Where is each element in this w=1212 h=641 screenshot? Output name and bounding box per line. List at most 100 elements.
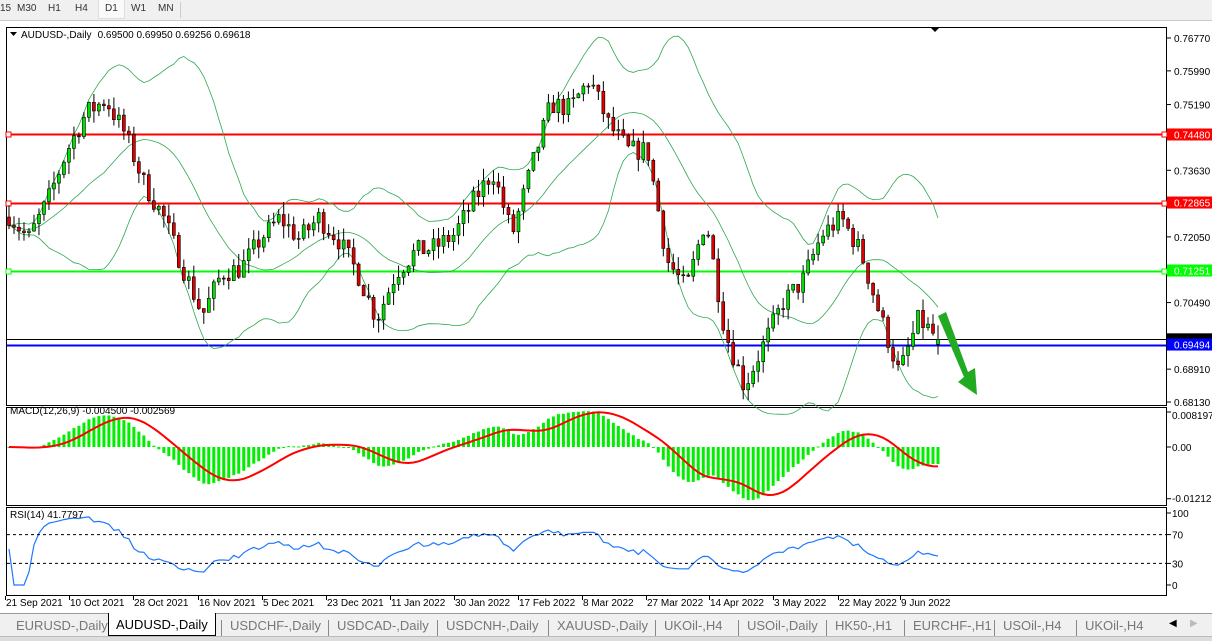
tab-separator — [826, 620, 827, 636]
tab-audusd-daily[interactable]: AUDUSD-,Daily — [108, 613, 216, 636]
scroll-left-icon[interactable]: ◀ — [1169, 618, 1177, 629]
timeframe-h1-button[interactable]: H1 — [48, 3, 61, 14]
tab-separator — [221, 620, 222, 636]
candle — [671, 253, 676, 275]
candle — [441, 226, 446, 254]
macd-histogram-bar — [756, 447, 760, 499]
candle — [501, 176, 506, 215]
candle — [931, 314, 935, 336]
candle-body — [157, 206, 161, 210]
candle — [381, 295, 386, 330]
tab-usdchf-daily[interactable]: USDCHF-,Daily — [230, 618, 321, 633]
timeframe-w1-button[interactable]: W1 — [131, 3, 146, 14]
chart-title: AUDUSD-,Daily 0.69500 0.69950 0.69256 0.6… — [21, 30, 251, 41]
candle-body — [296, 238, 301, 240]
macd-histogram-bar — [302, 445, 306, 447]
macd-signal-line — [8, 411, 939, 497]
price-axis-label: 0.75190 — [1174, 101, 1211, 112]
candle — [281, 202, 286, 239]
candle-body — [466, 210, 471, 212]
candle-body — [506, 207, 511, 215]
macd-histogram-bar — [846, 430, 850, 447]
tab-usoil-daily[interactable]: USOil-,Daily — [747, 618, 818, 633]
tab-eurchf-h1[interactable]: EURCHF-,H1 — [913, 618, 992, 633]
tab-usdcad-daily[interactable]: USDCAD-,Daily — [337, 618, 429, 633]
candle-body — [551, 102, 556, 114]
candle — [556, 91, 561, 123]
macd-histogram-bar — [936, 447, 940, 465]
candle — [666, 238, 671, 272]
date-axis-label: 21 Sep 2021 — [6, 598, 63, 609]
macd-histogram-bar — [551, 416, 555, 447]
candle-body — [766, 327, 770, 343]
macd-histogram-bar — [52, 439, 56, 447]
macd-histogram-bar — [701, 447, 705, 478]
candle-body — [381, 303, 386, 321]
macd-histogram-bar — [337, 446, 341, 448]
chart-area[interactable]: 0.76770 0.75990 0.75190 0.73630 0.72050 0.704… — [0, 20, 1212, 613]
macd-histogram-bar — [177, 447, 181, 465]
candle-body — [361, 285, 366, 297]
candle — [581, 83, 586, 102]
candle-body — [42, 201, 46, 215]
candle — [187, 270, 191, 290]
tab-usoil-h4[interactable]: USOil-,H4 — [1003, 618, 1062, 633]
collapse-triangle-icon[interactable] — [10, 32, 17, 36]
macd-histogram-bar — [826, 438, 830, 447]
candle-body — [471, 190, 476, 212]
candle — [226, 268, 231, 290]
chart-shift-marker-icon[interactable] — [930, 27, 940, 32]
candle — [586, 83, 591, 94]
candle — [261, 234, 266, 253]
scroll-right-icon[interactable]: ▶ — [1190, 618, 1198, 629]
candle-body — [426, 250, 431, 255]
timeframe-mn-button[interactable]: MN — [158, 3, 174, 14]
candle-body — [326, 233, 331, 236]
candle-body — [286, 224, 291, 227]
candle-body — [666, 248, 671, 263]
macd-histogram-bar — [422, 447, 426, 451]
candle — [606, 112, 611, 129]
candle-body — [87, 102, 91, 118]
candle-body — [17, 226, 21, 232]
macd-histogram-bar — [137, 431, 141, 447]
candle — [231, 259, 236, 282]
candle — [172, 213, 176, 239]
candle-body — [211, 281, 216, 299]
candle — [856, 231, 860, 252]
candle-body — [826, 224, 830, 237]
macd-histogram-bar — [392, 447, 396, 465]
tab-eurusd-daily[interactable]: EURUSD-,Daily — [16, 618, 108, 633]
date-axis-label: 27 Mar 2022 — [647, 598, 704, 609]
candle-body — [671, 262, 676, 270]
candle-body — [421, 240, 426, 255]
level-anchor-handle — [5, 268, 12, 275]
candle — [351, 238, 356, 276]
macd-histogram-bar — [746, 447, 750, 501]
candle-body — [401, 272, 406, 278]
candle-body — [316, 212, 321, 224]
macd-histogram-bar — [541, 422, 545, 447]
candle-body — [122, 114, 126, 132]
tab-ukoil-h4[interactable]: UKOil-,H4 — [664, 618, 723, 633]
candle — [631, 128, 636, 147]
candle — [656, 178, 661, 212]
timeframe-h4-button[interactable]: H4 — [75, 3, 88, 14]
candle-body — [172, 222, 176, 236]
candle-body — [626, 135, 631, 147]
timeframe-d1-button[interactable]: D1 — [98, 0, 125, 19]
candle — [816, 233, 820, 261]
macd-histogram-bar — [696, 447, 700, 481]
tab-xauusd-daily[interactable]: XAUUSD-,Daily — [557, 618, 649, 633]
timeframe-m30-button[interactable]: M30 — [17, 3, 37, 14]
candle — [906, 337, 910, 367]
macd-scale-label: 0.008197 — [1172, 411, 1212, 422]
tab-hk50-h1[interactable]: HK50-,H1 — [835, 618, 893, 633]
tab-usdcnh-daily[interactable]: USDCNH-,Daily — [446, 618, 539, 633]
tab-ukoil-h4[interactable]: UKOil-,H4 — [1085, 618, 1144, 633]
macd-histogram-bar — [447, 442, 451, 447]
macd-histogram-bar — [117, 417, 121, 447]
timeframe-m15-button[interactable]: 15 — [0, 3, 12, 14]
macd-histogram-bar — [651, 447, 655, 448]
candle-body — [431, 238, 436, 251]
